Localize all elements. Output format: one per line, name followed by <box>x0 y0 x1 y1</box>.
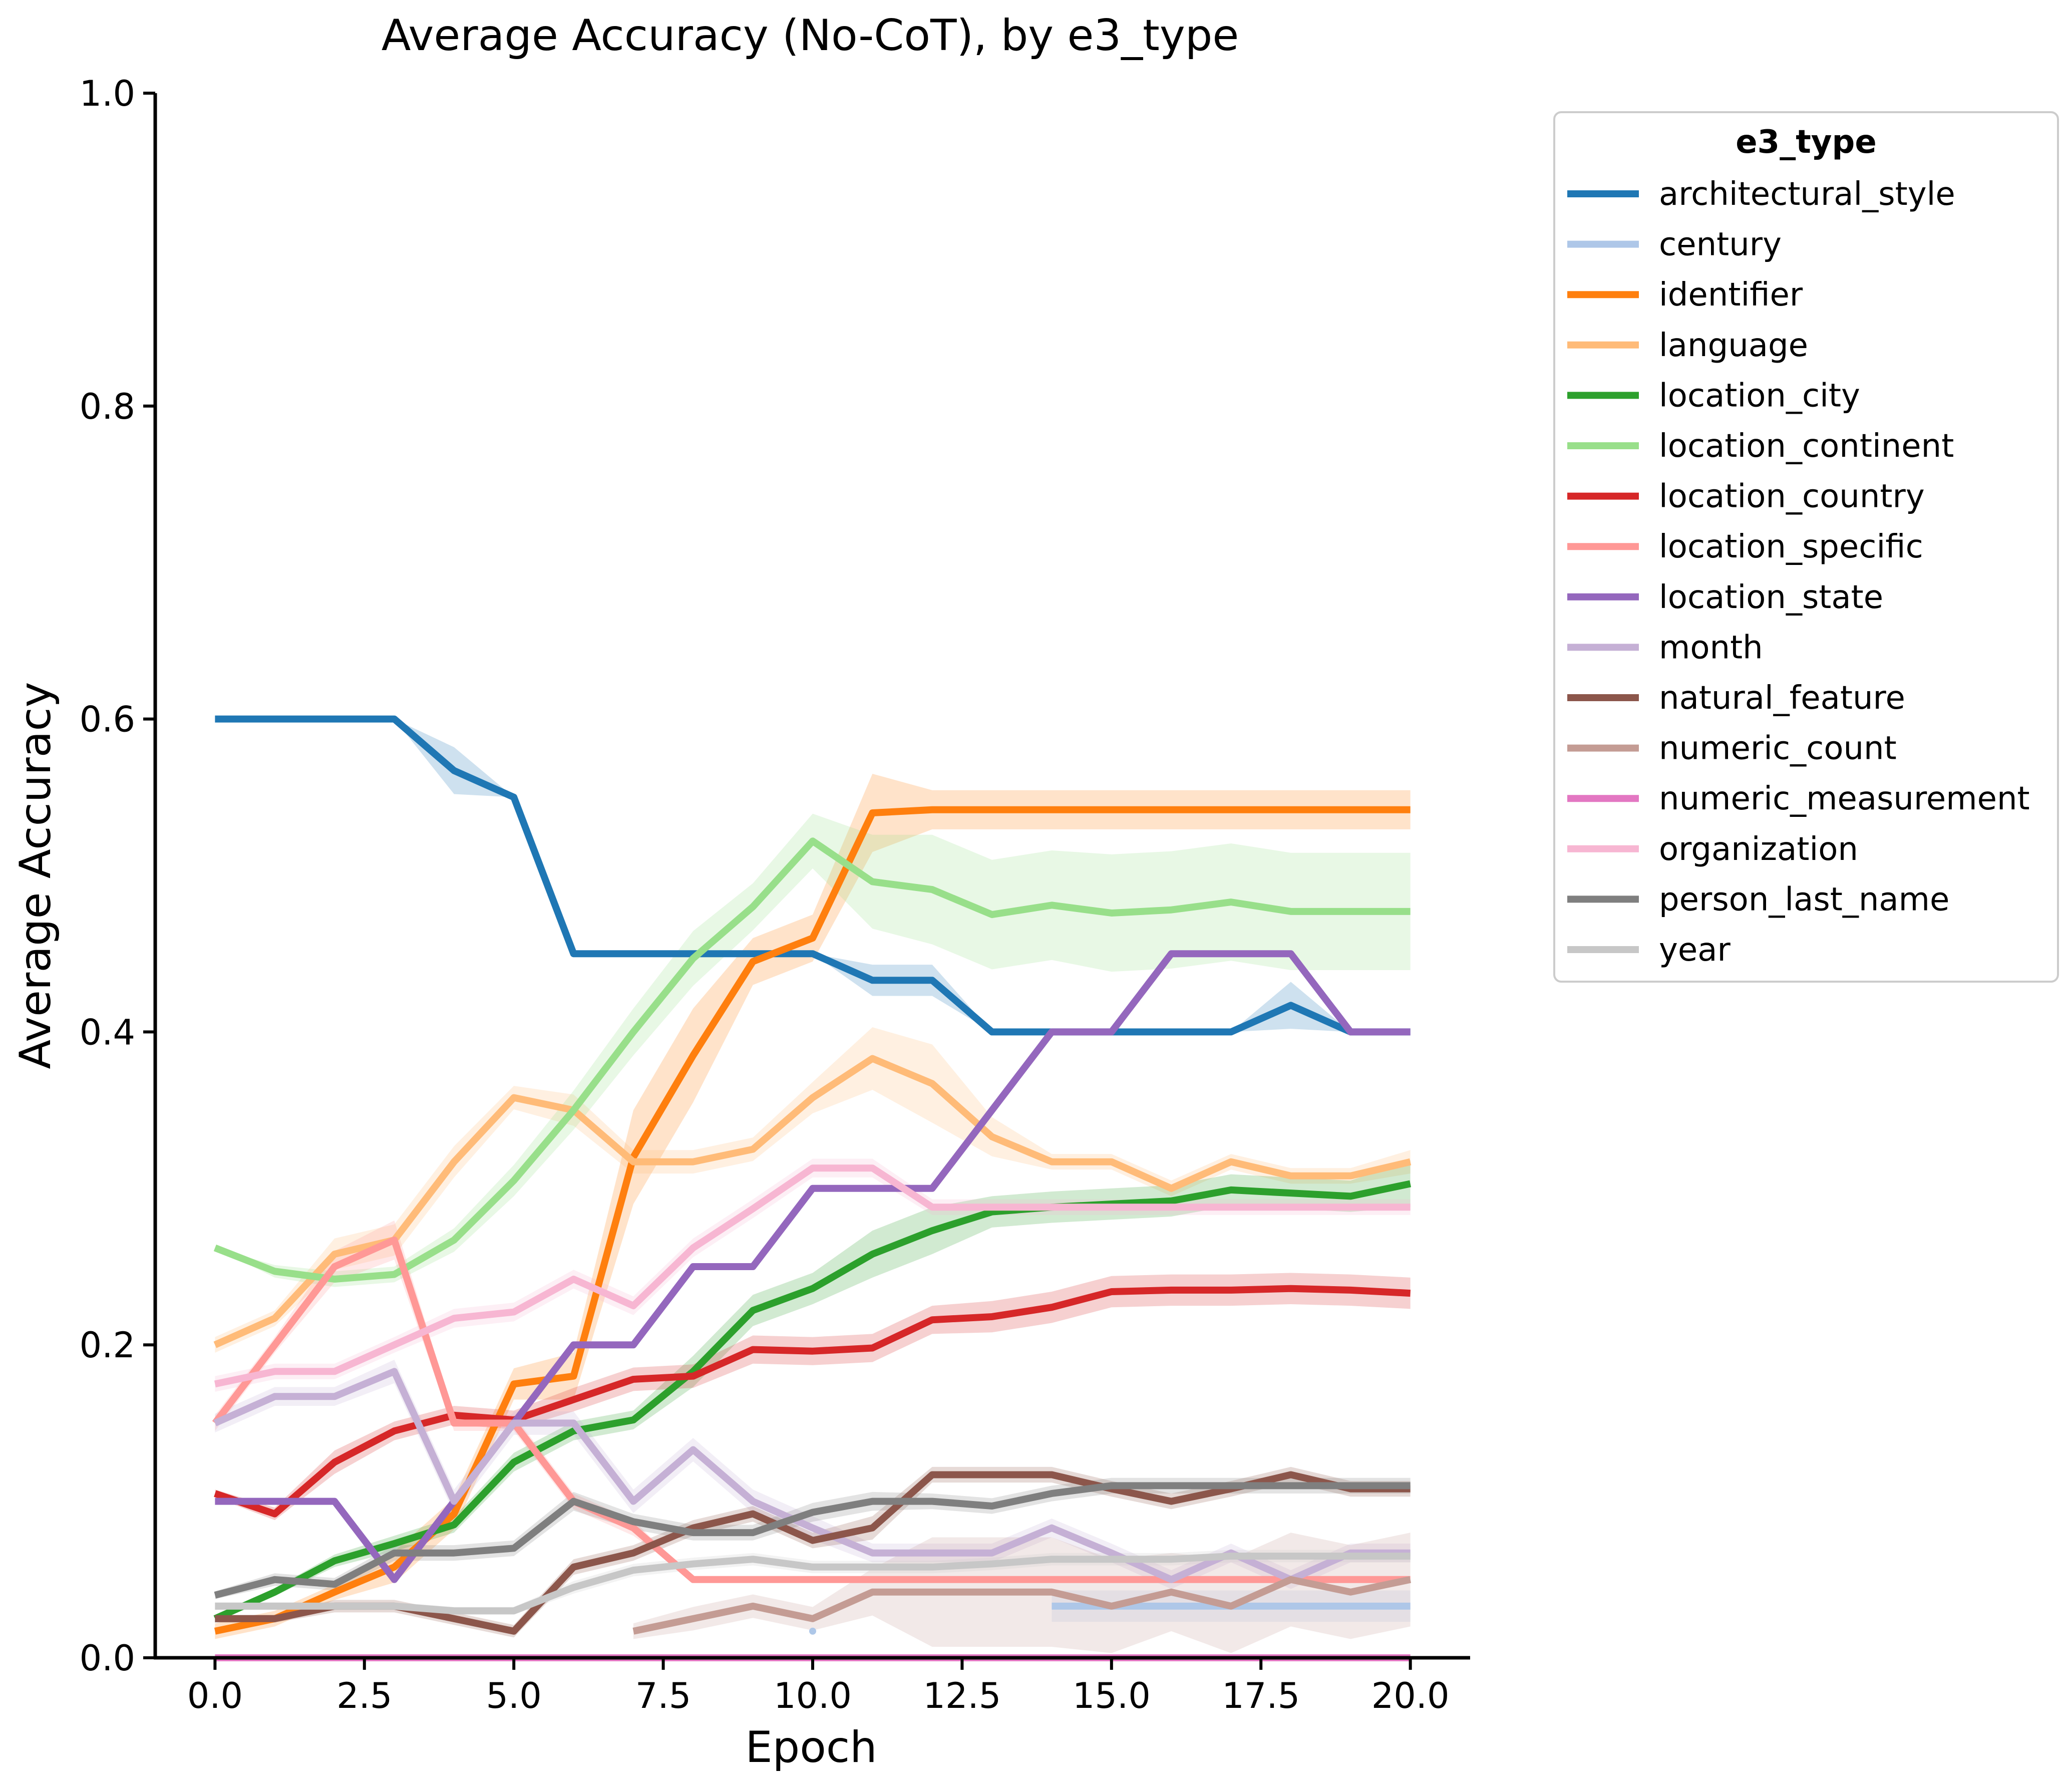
legend-label-location-country: location_country <box>1659 478 1925 515</box>
identifier-confidence-band <box>215 773 1411 1639</box>
legend-label-architectural-style: architectural_style <box>1659 176 1955 213</box>
language-line <box>213 1055 1412 1348</box>
legend-label-month: month <box>1659 629 1763 666</box>
location-country-confidence-band <box>215 1273 1411 1521</box>
x-tick-label: 5.0 <box>486 1675 542 1716</box>
x-tick-label: 2.5 <box>336 1675 392 1716</box>
year-line <box>215 1552 1411 1615</box>
legend-label-location-city: location_city <box>1659 377 1860 414</box>
x-tick-label: 12.5 <box>923 1675 1001 1716</box>
legend-label-numeric-measurement: numeric_measurement <box>1659 780 2030 817</box>
month-line <box>213 1368 1411 1583</box>
y-tick-label: 0.2 <box>80 1325 135 1366</box>
location-continent-line <box>213 837 1411 1283</box>
century-point <box>809 1627 816 1635</box>
x-tick-label: 20.0 <box>1371 1675 1450 1716</box>
legend-label-organization: organization <box>1659 831 1858 868</box>
y-tick-label: 0.0 <box>80 1638 135 1679</box>
legend-label-numeric-count: numeric_count <box>1659 730 1897 767</box>
location-country-line <box>214 1285 1411 1518</box>
legend-label-person-last-name: person_last_name <box>1659 881 1949 918</box>
legend-label-location-state: location_state <box>1659 579 1883 616</box>
x-axis-label: Epoch <box>745 1722 877 1772</box>
y-tick-label: 0.8 <box>80 386 135 427</box>
x-tick-label: 17.5 <box>1222 1675 1300 1716</box>
architectural-style-confidence-band <box>215 719 1411 1032</box>
location-specific-line <box>212 1236 1411 1583</box>
series-lines <box>212 715 1412 1661</box>
location-city-line <box>213 1180 1412 1622</box>
chart-title: Average Accuracy (No-CoT), by e3_type <box>382 11 1239 61</box>
legend-label-location-specific: location_specific <box>1659 528 1923 565</box>
y-ticks: 0.0 0.2 0.4 0.6 0.8 1.0 <box>80 73 155 1679</box>
legend-label-natural-feature: natural_feature <box>1659 680 1905 717</box>
x-tick-label: 10.0 <box>774 1675 852 1716</box>
legend-label-location-continent: location_continent <box>1659 428 1954 465</box>
x-tick-label: 15.0 <box>1073 1675 1151 1716</box>
numeric-count-line <box>632 1576 1412 1635</box>
legend-label-century: century <box>1659 226 1782 263</box>
y-tick-label: 1.0 <box>80 73 135 114</box>
x-ticks: 0.0 2.5 5.0 7.5 10.0 12.5 15.0 17.5 20.0 <box>187 1658 1450 1716</box>
organization-line <box>214 1164 1411 1388</box>
legend-label-year: year <box>1659 932 1731 969</box>
y-tick-label: 0.4 <box>80 1012 135 1053</box>
language-confidence-band <box>215 1027 1411 1353</box>
y-axis-label: Average Accuracy <box>11 682 61 1069</box>
x-tick-label: 0.0 <box>187 1675 243 1716</box>
legend-label-identifier: identifier <box>1659 276 1803 314</box>
legend-label-language: language <box>1659 327 1808 364</box>
y-tick-label: 0.6 <box>80 699 135 740</box>
person-last-name-line <box>214 1482 1411 1599</box>
legend-frame <box>1553 111 2059 983</box>
x-tick-label: 7.5 <box>635 1675 691 1716</box>
legend-title: e3_type <box>1736 124 1876 161</box>
architectural-style-line <box>215 715 1411 1036</box>
location-continent-confidence-band <box>215 813 1411 1287</box>
